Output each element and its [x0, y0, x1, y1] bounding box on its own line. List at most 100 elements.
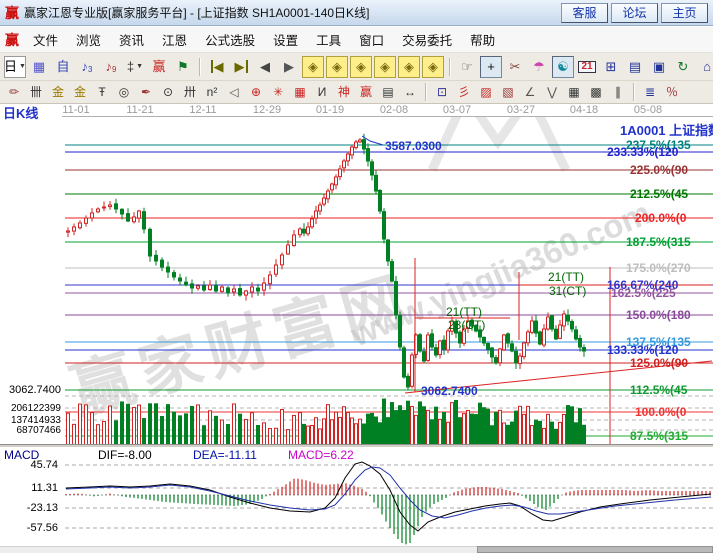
dropdown-caret-icon: ▼: [19, 63, 26, 70]
menu-item-news[interactable]: 资讯: [119, 34, 145, 48]
prev-bar-button[interactable]: ◀: [254, 56, 276, 78]
candle-body: [422, 351, 426, 362]
shen-tool-button[interactable]: 神: [334, 83, 354, 102]
gann-lines-button[interactable]: 卌: [26, 83, 46, 102]
menu-item-tools[interactable]: 工具: [316, 34, 342, 48]
golden-section-button[interactable]: 金: [48, 83, 68, 102]
brush-tool-button[interactable]: ✒: [136, 83, 156, 102]
panel-separator[interactable]: [0, 444, 713, 448]
flag-marker-button[interactable]: ⚑: [172, 56, 194, 78]
candle-body: [514, 350, 518, 364]
fib-level-button[interactable]: Ŧ: [92, 83, 112, 102]
umbrella-tool-button[interactable]: ☂: [528, 56, 550, 78]
spiral-button[interactable]: ◎: [114, 83, 134, 102]
quote-list-button[interactable]: ≣: [640, 83, 660, 102]
gann-circle-button[interactable]: ⊕: [246, 83, 266, 102]
time-cycle-button[interactable]: ⊙: [158, 83, 178, 102]
calendar-button[interactable]: 21: [576, 56, 598, 78]
taiji-analysis-button[interactable]: ☯: [552, 55, 574, 78]
candle-body: [160, 259, 164, 268]
gann-box-button[interactable]: ▦: [290, 83, 310, 102]
ying-tool-button[interactable]: 赢: [356, 83, 376, 102]
gann-diamond-3-button[interactable]: ◈: [350, 55, 372, 78]
gann-diamond-4-button[interactable]: ◈: [374, 55, 396, 78]
menu-item-gann[interactable]: 江恩: [162, 34, 188, 48]
chart-canvas[interactable]: [0, 117, 713, 546]
home-button[interactable]: 主页: [661, 2, 708, 23]
kline-9-button[interactable]: ♪ 9: [100, 56, 122, 78]
last-bar-button[interactable]: ▶: [230, 56, 252, 78]
calculator-button[interactable]: ⊞: [600, 56, 622, 78]
candle-body: [306, 226, 310, 235]
candle-body: [326, 190, 330, 200]
forum-button[interactable]: 论坛: [611, 2, 658, 23]
volume-bar: [494, 411, 498, 446]
candle-body: [66, 230, 70, 233]
save-button[interactable]: ▣: [648, 56, 670, 78]
trade-computer-button[interactable]: ⌂: [696, 56, 713, 78]
horizontal-scrollbar[interactable]: [0, 546, 713, 553]
period-day-button[interactable]: 日 ▼: [4, 55, 26, 78]
window-grid-icon: ▦: [32, 59, 46, 74]
golden-box-button[interactable]: 金: [70, 83, 90, 102]
next-bar-button[interactable]: ▶: [278, 56, 300, 78]
square-n2-button[interactable]: n²: [202, 83, 222, 102]
menu-item-file[interactable]: 文件: [33, 34, 59, 48]
window-grid-button[interactable]: ▦: [28, 56, 50, 78]
first-bar-button[interactable]: ◀: [206, 56, 228, 78]
candle-body: [96, 208, 100, 213]
menu-item-help[interactable]: 帮助: [470, 34, 496, 48]
menu-item-trade-entrust[interactable]: 交易委托: [402, 34, 453, 48]
info-sheet-button[interactable]: 自: [52, 56, 74, 78]
horizontal-scrollbar-thumb[interactable]: [477, 546, 713, 553]
date-tick-05-08: 05-08: [633, 104, 663, 116]
gann-diamond-2-button[interactable]: ◈: [326, 55, 348, 78]
zigzag-button[interactable]: ⋁: [542, 83, 562, 102]
volume-bar: [310, 424, 314, 446]
angle-tool-button[interactable]: ◁: [224, 83, 244, 102]
toolbar-separator: [449, 57, 451, 76]
kline-3-button[interactable]: ♪ 3: [76, 56, 98, 78]
candle-style-button[interactable]: ‡ ▼: [124, 56, 146, 78]
notebook-button[interactable]: ▤: [624, 56, 646, 78]
grid-large-button[interactable]: ▩: [586, 83, 606, 102]
menu-item-window[interactable]: 窗口: [359, 34, 385, 48]
refresh-globe-button[interactable]: ↻: [672, 56, 694, 78]
menu-item-settings[interactable]: 设置: [273, 34, 299, 48]
menu-item-formula-stock-pick[interactable]: 公式选股: [205, 34, 256, 48]
width-measure-button[interactable]: ↔: [400, 83, 420, 102]
volume-bar: [238, 413, 242, 446]
dropdown-caret-icon: ▼: [136, 63, 144, 70]
gann-diamond-5-button[interactable]: ◈: [398, 55, 420, 78]
crosshair-tool-button[interactable]: +: [480, 55, 502, 78]
candle-body: [518, 355, 522, 365]
width-measure-icon: ↔: [404, 85, 416, 99]
candle-body: [574, 329, 578, 340]
parallel-lines-button[interactable]: ∥: [608, 83, 628, 102]
gann-diamond-6-button[interactable]: ◈: [422, 55, 444, 78]
cut-tool-button[interactable]: ✂: [504, 56, 526, 78]
ray-fan-button[interactable]: 彡: [454, 83, 474, 102]
box-measure-button[interactable]: ⊡: [432, 83, 452, 102]
shaded-box-button[interactable]: ▨: [476, 83, 496, 102]
hand-tool-button[interactable]: ☞: [456, 56, 478, 78]
yingjia-logo-button[interactable]: 赢: [148, 56, 170, 78]
menu-item-browse[interactable]: 浏览: [76, 34, 102, 48]
pen-tool-button[interactable]: ✏: [4, 83, 24, 102]
trend-line-button[interactable]: ∠: [520, 83, 540, 102]
volume-bar: [458, 417, 462, 446]
candle-body: [350, 146, 354, 156]
percent-tool-button[interactable]: ％: [662, 83, 682, 102]
customer-service-button[interactable]: 客服: [561, 2, 608, 23]
gann-diamond-1-button[interactable]: ◈: [302, 55, 324, 78]
star-cycle-button[interactable]: ✳: [268, 83, 288, 102]
watermark-logo: [427, 117, 571, 172]
volume-bar: [446, 421, 450, 446]
date-tick-01-19: 01-19: [315, 104, 345, 116]
date-tick-02-08: 02-08: [379, 104, 409, 116]
grid-small-button[interactable]: ▦: [564, 83, 584, 102]
ruler-123-button[interactable]: ▤: [378, 83, 398, 102]
wave-count-button[interactable]: И: [312, 83, 332, 102]
fan-shade-button[interactable]: ▧: [498, 83, 518, 102]
price-lines-button[interactable]: 卅: [180, 83, 200, 102]
